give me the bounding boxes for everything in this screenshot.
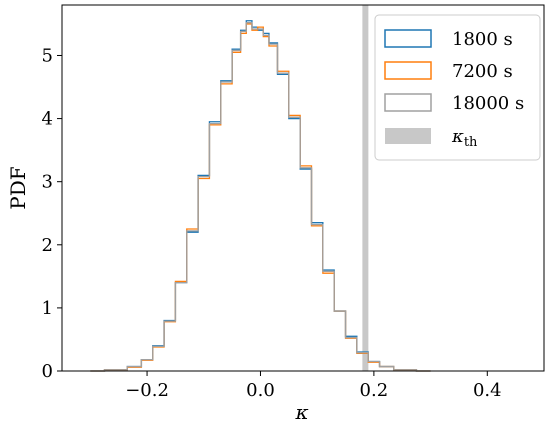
x-tick-label: 0.0 xyxy=(246,380,275,401)
series-step-18000-s xyxy=(90,22,431,372)
y-tick-label: 5 xyxy=(42,45,53,66)
y-axis-label: PDF xyxy=(6,166,30,209)
threshold-line xyxy=(362,5,369,371)
legend-threshold-base: κ xyxy=(451,126,464,147)
plot-area xyxy=(90,5,431,372)
x-tick-label: −0.2 xyxy=(125,380,169,401)
legend-swatch-7200 xyxy=(384,61,432,80)
x-tick-label: 0.4 xyxy=(473,380,502,401)
legend-threshold-sub: th xyxy=(464,135,478,150)
y-tick-label: 2 xyxy=(42,235,53,256)
legend-frame xyxy=(374,14,541,161)
x-axis-label: κ xyxy=(294,400,308,424)
axis-ticks: −0.2 0.0 0.2 0.4 0 1 2 3 4 5 xyxy=(42,45,502,401)
legend-swatch-threshold xyxy=(385,128,431,144)
y-tick-label: 3 xyxy=(42,172,53,193)
y-tick-label: 0 xyxy=(42,361,53,382)
legend: 1800 s 7200 s 18000 s κth xyxy=(374,14,541,161)
legend-label-threshold: κth xyxy=(451,126,478,150)
legend-label-18000: 18000 s xyxy=(452,93,524,114)
y-tick-label: 4 xyxy=(42,109,53,130)
y-tick-label: 1 xyxy=(42,298,53,319)
x-tick-label: 0.2 xyxy=(360,380,389,401)
legend-label-1800: 1800 s xyxy=(452,29,513,50)
legend-swatch-1800 xyxy=(384,29,432,48)
plot-frame xyxy=(61,4,545,372)
legend-label-7200: 7200 s xyxy=(452,61,513,82)
legend-swatch-18000 xyxy=(384,93,432,112)
